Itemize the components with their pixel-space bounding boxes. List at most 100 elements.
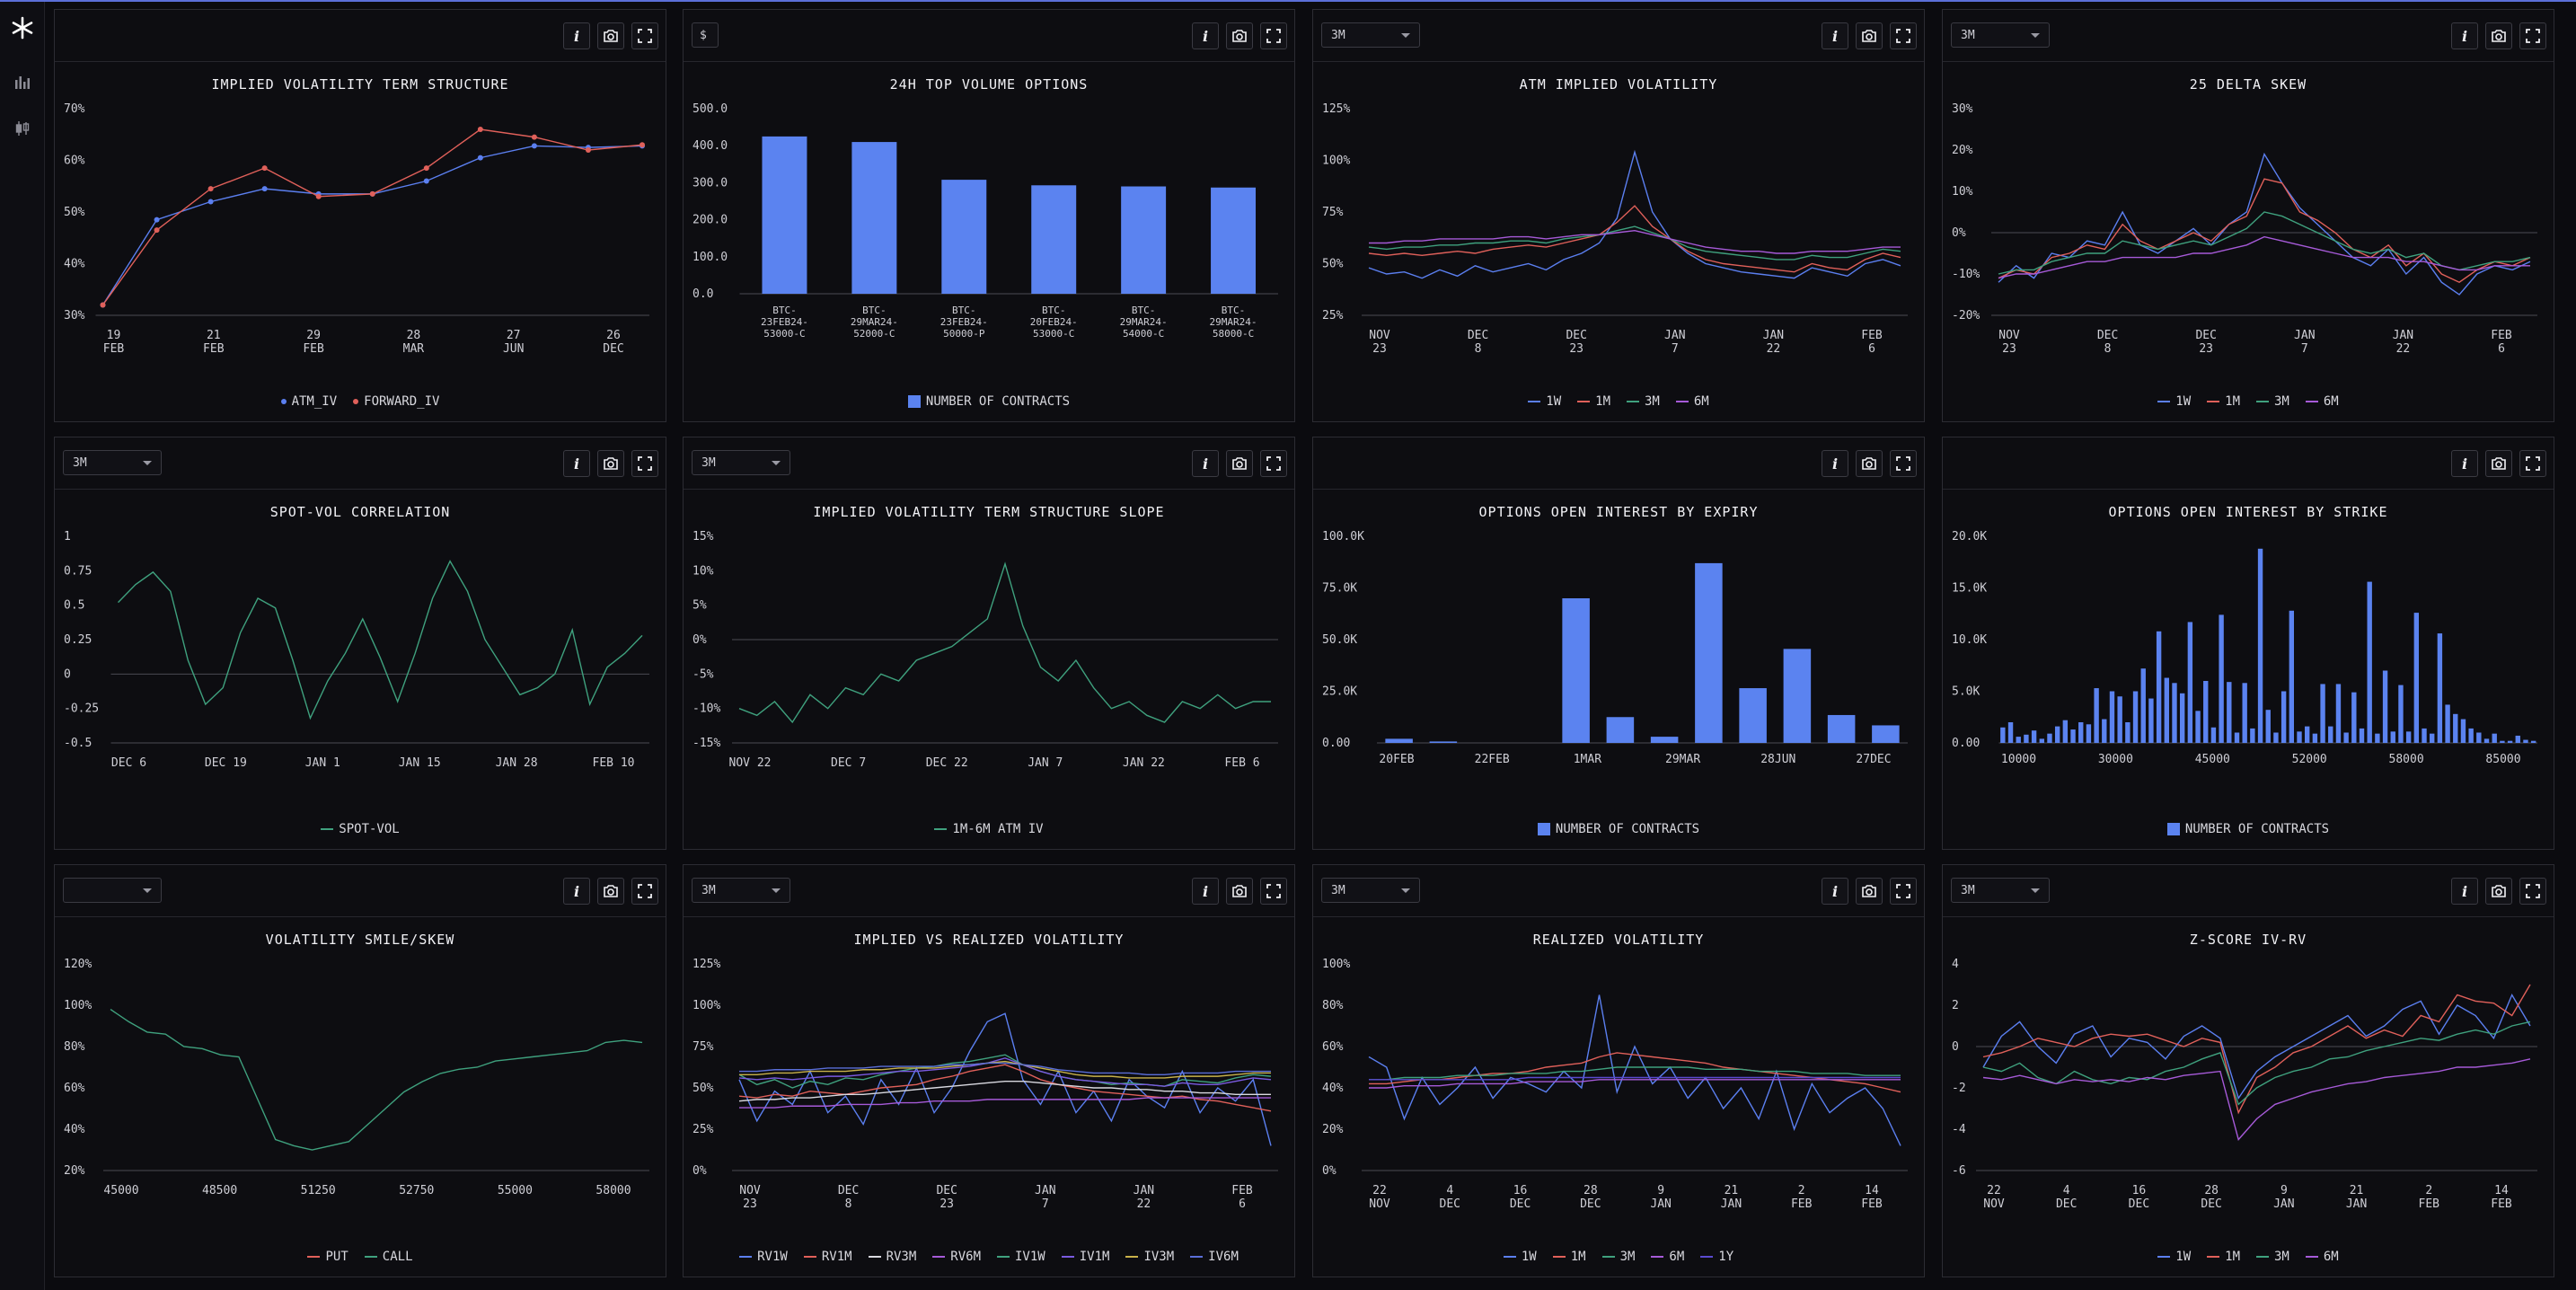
legend-item-1m[interactable]: 1M — [1577, 394, 1610, 409]
info-button[interactable]: i — [1192, 878, 1219, 905]
screenshot-button[interactable] — [597, 878, 624, 905]
legend-item-atm-iv[interactable]: ATM_IV — [280, 394, 337, 409]
legend-item-rv1w[interactable]: RV1W — [739, 1250, 788, 1264]
legend-item-forward-iv[interactable]: FORWARD_IV — [353, 394, 439, 409]
screenshot-button[interactable] — [1856, 450, 1883, 477]
screenshot-button[interactable] — [1856, 878, 1883, 905]
screenshot-button[interactable] — [597, 22, 624, 49]
legend-item-1w[interactable]: 1W — [1503, 1250, 1537, 1264]
legend-item-3m[interactable]: 3M — [1601, 1250, 1635, 1264]
range-dropdown[interactable]: 3M — [692, 878, 790, 903]
legend-item-6m[interactable]: 6M — [1651, 1250, 1684, 1264]
screenshot-button[interactable] — [1226, 878, 1253, 905]
chart-canvas[interactable]: -6 -4 -2 0 2 4 22 NOV 4 DEC 16 DEC 28 DEC 9 JAN 21 JAN 2 FE… — [1943, 951, 2555, 1221]
info-button[interactable]: i — [563, 878, 590, 905]
legend-item-6m[interactable]: 6M — [1675, 394, 1709, 409]
legend-item-1w[interactable]: 1W — [2157, 1250, 2191, 1264]
fullscreen-button[interactable] — [631, 450, 658, 477]
info-button[interactable]: i — [563, 450, 590, 477]
bar — [851, 142, 897, 294]
chart-canvas[interactable]: -15% -10% -5% 0% 5% 10% 15% NOV 22 DEC 7 DEC 22 JA… — [684, 524, 1296, 793]
legend-item-1m[interactable]: 1M — [2207, 1250, 2240, 1264]
range-dropdown[interactable]: 3M — [1321, 878, 1420, 903]
asterisk-logo-icon[interactable] — [9, 14, 36, 41]
fullscreen-button[interactable] — [2519, 878, 2546, 905]
info-button[interactable]: i — [1192, 450, 1219, 477]
chart-canvas[interactable]: -0.5 -0.25 0 0.25 0.5 0.75 1 DEC 6 DEC 19 JAN 1 JA… — [55, 524, 667, 793]
legend-item-rv6m[interactable]: RV6M — [932, 1250, 981, 1264]
info-button[interactable]: i — [1822, 450, 1848, 477]
chart-canvas[interactable]: 25% 50% 75% 100% 125% NOV 23 DEC 8 DEC 23 JAN 7 JAN 22… — [1313, 96, 1926, 366]
screenshot-button[interactable] — [597, 450, 624, 477]
chart-canvas[interactable]: 0.0 100.0 200.0 300.0 400.0 500.0 BTC-23FEB24-… — [684, 96, 1296, 366]
fullscreen-button[interactable] — [1260, 450, 1287, 477]
panel-actions: i — [1822, 878, 1917, 905]
bar-chart-icon[interactable] — [9, 68, 36, 95]
legend-item-1w[interactable]: 1W — [1528, 394, 1561, 409]
legend-item-iv1m[interactable]: IV1M — [1061, 1250, 1109, 1264]
legend-item-1y[interactable]: 1Y — [1700, 1250, 1734, 1264]
legend-item-number-of-contracts[interactable]: NUMBER OF CONTRACTS — [907, 394, 1070, 409]
fullscreen-button[interactable] — [631, 878, 658, 905]
legend-item-3m[interactable]: 3M — [2256, 1250, 2289, 1264]
fullscreen-button[interactable] — [2519, 450, 2546, 477]
legend-item-iv6m[interactable]: IV6M — [1190, 1250, 1239, 1264]
legend-item-iv3m[interactable]: IV3M — [1125, 1250, 1174, 1264]
fullscreen-button[interactable] — [1890, 22, 1917, 49]
screenshot-button[interactable] — [2485, 878, 2512, 905]
candlestick-icon[interactable] — [9, 115, 36, 142]
legend-item-3m[interactable]: 3M — [2256, 394, 2289, 409]
chart-canvas[interactable]: -20% -10% 0% 10% 20% 30% NOV 23 DEC 8 DEC 23 JAN 7 JAN… — [1943, 96, 2555, 366]
fullscreen-button[interactable] — [1890, 878, 1917, 905]
info-button[interactable]: i — [2451, 22, 2478, 49]
fullscreen-button[interactable] — [2519, 22, 2546, 49]
info-button[interactable]: i — [1822, 878, 1848, 905]
range-dropdown[interactable]: 3M — [1951, 878, 2050, 903]
screenshot-button[interactable] — [2485, 22, 2512, 49]
legend-item-put[interactable]: PUT — [307, 1250, 348, 1264]
screenshot-button[interactable] — [1226, 450, 1253, 477]
chart-canvas[interactable]: 0.00 5.0K 10.0K 15.0K 20.0K 10000 30000 45000 52… — [1943, 524, 2555, 793]
info-button[interactable]: i — [1822, 22, 1848, 49]
chart-canvas[interactable]: 20% 40% 60% 80% 100% 120% 45000 48500 51250 52750… — [55, 951, 667, 1221]
legend-item-iv1w[interactable]: IV1W — [997, 1250, 1045, 1264]
fullscreen-button[interactable] — [631, 22, 658, 49]
chart-canvas[interactable]: 0.00 25.0K 50.0K 75.0K 100.0K 20FEB 22FEB 1MAR 2… — [1313, 524, 1926, 793]
legend-item-spot-vol[interactable]: SPOT-VOL — [321, 822, 400, 836]
chart-canvas[interactable]: 0% 25% 50% 75% 100% 125% NOV 23 DEC 8 DEC 23 JAN 7 JAN… — [684, 951, 1296, 1221]
range-dropdown[interactable]: 3M — [1951, 22, 2050, 48]
screenshot-button[interactable] — [1226, 22, 1253, 49]
legend-item-number-of-contracts[interactable]: NUMBER OF CONTRACTS — [1537, 822, 1699, 836]
series-line-rv1m — [738, 1064, 1272, 1112]
legend-item-1m[interactable]: 1M — [1552, 1250, 1586, 1264]
range-dropdown[interactable]: 3M — [692, 450, 790, 475]
info-button[interactable]: i — [1192, 22, 1219, 49]
legend-item-rv1m[interactable]: RV1M — [803, 1250, 852, 1264]
info-button[interactable]: i — [2451, 450, 2478, 477]
info-button[interactable]: i — [563, 22, 590, 49]
legend-item-number-of-contracts[interactable]: NUMBER OF CONTRACTS — [2166, 822, 2329, 836]
chart-canvas[interactable]: 0% 20% 40% 60% 80% 100% 22 NOV 4 DEC 16 DEC 28 DEC 9 JA… — [1313, 951, 1926, 1221]
legend-item-1m[interactable]: 1M — [2207, 394, 2240, 409]
screenshot-button[interactable] — [2485, 450, 2512, 477]
fullscreen-button[interactable] — [1260, 878, 1287, 905]
legend-item-6m[interactable]: 6M — [2305, 1250, 2339, 1264]
range-dropdown[interactable]: $ — [692, 22, 719, 48]
legend-item-call[interactable]: CALL — [364, 1250, 413, 1264]
legend-item-3m[interactable]: 3M — [1627, 394, 1660, 409]
range-dropdown[interactable]: 3M — [63, 450, 162, 475]
fullscreen-button[interactable] — [1260, 22, 1287, 49]
x-tick-label: 28 DEC — [2201, 1184, 2221, 1211]
expand-icon — [2526, 884, 2540, 898]
legend-item-1m-6m-atm-iv[interactable]: 1M-6M ATM IV — [934, 822, 1044, 836]
legend-item-rv3m[interactable]: RV3M — [868, 1250, 916, 1264]
fullscreen-button[interactable] — [1890, 450, 1917, 477]
legend-item-1w[interactable]: 1W — [2157, 394, 2191, 409]
range-dropdown[interactable] — [63, 878, 162, 903]
panel-actions: i — [2451, 878, 2546, 905]
info-button[interactable]: i — [2451, 878, 2478, 905]
screenshot-button[interactable] — [1856, 22, 1883, 49]
range-dropdown[interactable]: 3M — [1321, 22, 1420, 48]
legend-item-6m[interactable]: 6M — [2305, 394, 2339, 409]
chart-canvas[interactable]: 30% 40% 50% 60% 70% 19 FEB 21 FEB 29 FEB 28 MAR 27 JUN… — [55, 96, 667, 366]
